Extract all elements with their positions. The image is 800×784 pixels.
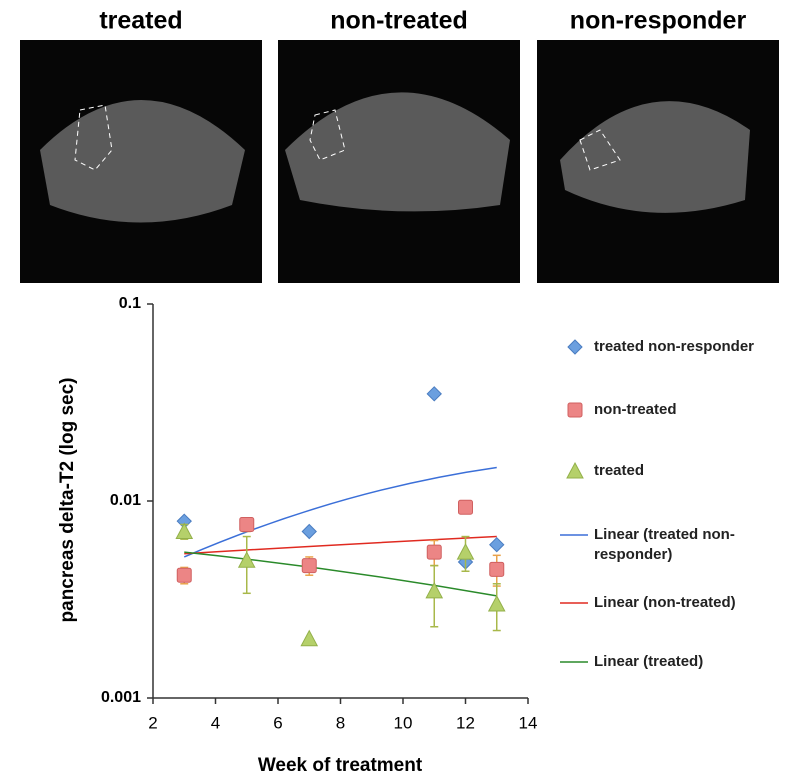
roi-outline xyxy=(579,129,621,171)
trend-line xyxy=(184,551,497,597)
roi-outline xyxy=(309,109,346,161)
y-tick-label: 0.001 xyxy=(101,689,141,706)
image-body xyxy=(40,100,245,223)
image-label: non-responder xyxy=(570,7,747,35)
roi-outline xyxy=(74,104,113,171)
marker xyxy=(300,629,319,647)
legend-marker xyxy=(567,402,583,418)
legend-label: treated xyxy=(594,462,645,479)
image-label: non-treated xyxy=(330,7,468,35)
marker xyxy=(489,536,505,553)
marker xyxy=(487,594,506,612)
x-axis-label: Week of treatment xyxy=(258,755,423,776)
image-body xyxy=(285,92,510,212)
marker xyxy=(301,558,317,574)
y-tick-label: 0.1 xyxy=(119,295,141,312)
trend-line xyxy=(184,535,497,555)
trend-line xyxy=(183,466,497,558)
image-body xyxy=(560,101,750,213)
x-tick-label: 14 xyxy=(519,713,538,732)
legend-marker xyxy=(566,461,584,479)
marker xyxy=(175,522,194,540)
mri-images xyxy=(20,40,779,283)
marker xyxy=(237,551,256,568)
marker xyxy=(176,567,192,583)
marker xyxy=(426,386,442,402)
marker xyxy=(426,544,442,560)
legend-marker xyxy=(567,339,583,355)
legend-label: Linear (treated) xyxy=(594,653,704,670)
legend-label: non-treated xyxy=(594,401,677,418)
marker xyxy=(456,543,475,560)
x-tick-label: 2 xyxy=(148,713,157,732)
marker xyxy=(239,516,255,532)
legend-label: Linear (non-treated) xyxy=(594,594,736,611)
x-tick-label: 10 xyxy=(394,713,413,732)
image-label: treated xyxy=(99,7,182,35)
x-tick-label: 4 xyxy=(211,713,220,732)
legend-label: Linear (treated non-responder) xyxy=(594,526,735,563)
y-axis-label: pancreas delta-T2 (log sec) xyxy=(57,378,78,623)
marker xyxy=(489,561,505,577)
marker xyxy=(425,581,444,599)
marker xyxy=(301,523,317,540)
marker xyxy=(458,499,473,515)
legend-label: treated non-responder xyxy=(594,338,755,355)
x-tick-label: 8 xyxy=(336,713,345,732)
y-tick-label: 0.01 xyxy=(110,492,141,509)
x-tick-label: 6 xyxy=(273,713,282,732)
x-tick-label: 12 xyxy=(456,713,475,732)
